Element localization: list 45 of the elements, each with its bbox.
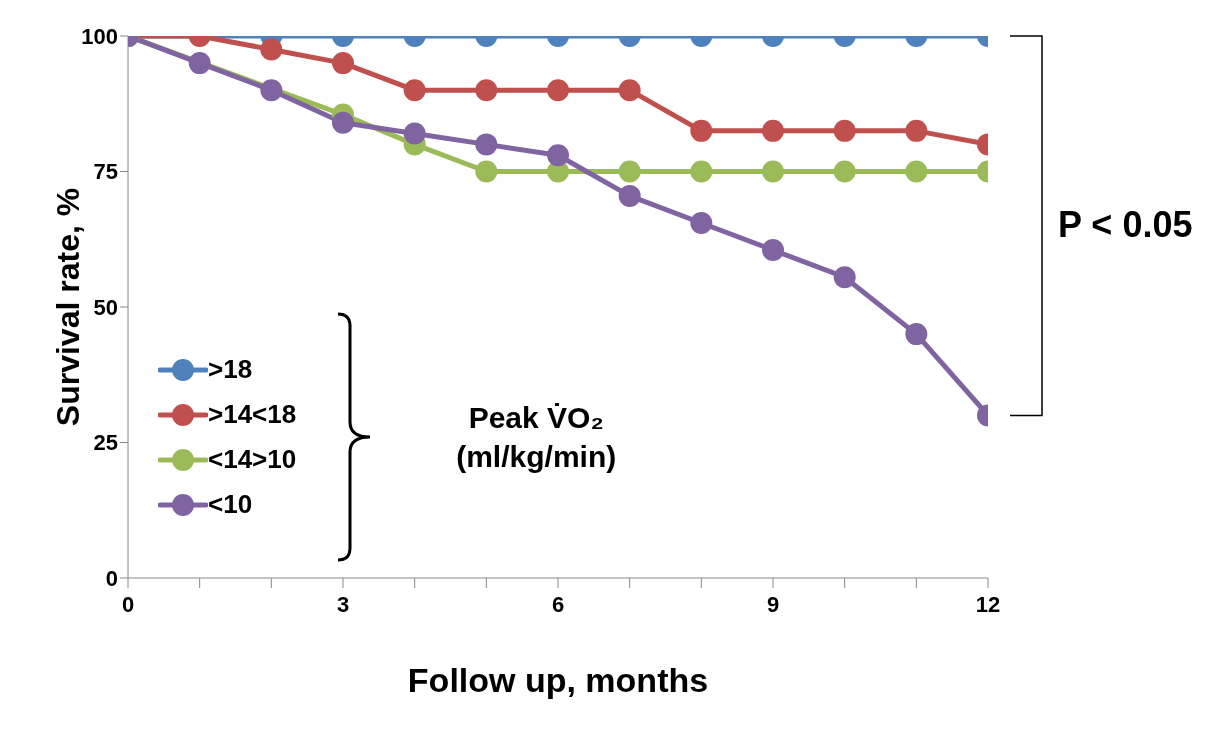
x-tick-label: 3 xyxy=(336,591,350,617)
point xyxy=(260,79,283,102)
point xyxy=(332,111,354,134)
legend-label: <10 xyxy=(208,489,253,520)
y-tick-label: 25 xyxy=(93,430,118,456)
point xyxy=(833,266,856,289)
x-tick-label: 0 xyxy=(121,591,135,617)
point xyxy=(833,119,856,142)
point xyxy=(690,160,713,183)
y-tick-label: 0 xyxy=(105,565,118,591)
y-axis-title: Survival rate, % xyxy=(50,187,87,427)
point xyxy=(762,239,784,262)
point xyxy=(905,119,928,142)
point xyxy=(905,323,928,346)
point xyxy=(403,122,426,145)
y-tick-label: 50 xyxy=(93,294,118,320)
point xyxy=(475,79,498,102)
point xyxy=(905,160,928,183)
point xyxy=(833,160,856,183)
point xyxy=(260,38,283,61)
text: P < 0.05 xyxy=(1058,203,1193,246)
x-tick-label: 12 xyxy=(975,591,1001,617)
legend-label: >14<18 xyxy=(208,399,297,430)
point xyxy=(618,160,641,183)
point xyxy=(618,79,641,102)
point xyxy=(547,144,569,167)
y-tick-label: 100 xyxy=(81,23,118,49)
point xyxy=(690,211,713,234)
legend-title: Peak V̇O₂ (ml/kg/min) xyxy=(455,400,618,475)
x-tick-label: 9 xyxy=(766,591,780,617)
point xyxy=(332,52,354,75)
x-tick-label: 6 xyxy=(551,591,565,617)
point xyxy=(475,160,498,183)
point xyxy=(762,160,784,183)
point xyxy=(403,79,426,102)
point xyxy=(762,119,784,142)
point xyxy=(618,184,641,207)
point xyxy=(547,79,569,102)
point xyxy=(690,119,713,142)
y-tick-label: 75 xyxy=(93,159,118,185)
x-axis-title: Follow up, months xyxy=(407,661,709,700)
point xyxy=(475,133,498,156)
legend-label: <14>10 xyxy=(208,444,297,475)
legend-label: >18 xyxy=(208,354,253,385)
point xyxy=(188,52,211,75)
